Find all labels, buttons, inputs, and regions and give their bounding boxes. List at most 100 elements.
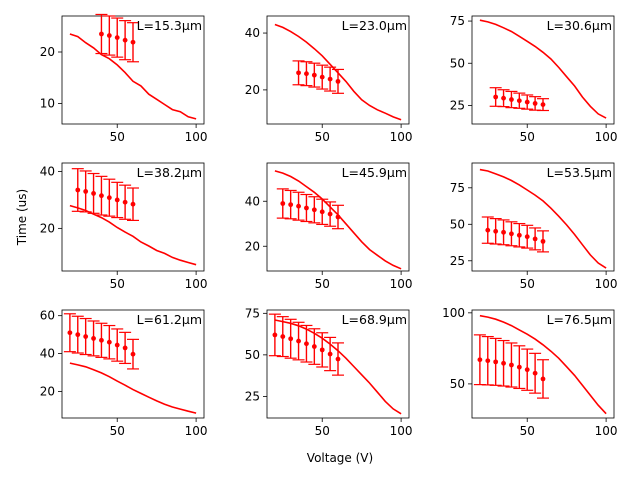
- data-point: [122, 345, 128, 351]
- x-tick-label: 100: [595, 130, 618, 144]
- data-point: [99, 337, 104, 343]
- data-point: [532, 236, 538, 242]
- data-point: [477, 357, 483, 363]
- y-tick-label: 20: [40, 221, 55, 235]
- y-axis-label: Time (us): [15, 189, 29, 246]
- data-point: [67, 330, 73, 336]
- data-point: [516, 364, 522, 370]
- y-tick-label: 10: [40, 96, 55, 110]
- data-point: [304, 71, 309, 77]
- subplot-2: 50 100 20 40 L=23.0μm: [245, 15, 413, 144]
- subplot-frame: [471, 309, 615, 419]
- x-tick-label: 50: [315, 277, 330, 291]
- data-point: [532, 101, 538, 106]
- y-tick-label: 40: [245, 26, 260, 40]
- data-point: [114, 197, 120, 203]
- subplot-frame: [61, 162, 205, 272]
- subplot-frame: [61, 15, 205, 125]
- subplot-frame: [61, 309, 205, 419]
- subplot-6: 50 100 25 50 75 L=53.5μm: [450, 162, 618, 291]
- data-point: [288, 202, 294, 208]
- data-point: [311, 207, 317, 213]
- data-point: [130, 201, 136, 207]
- subplot-3: 50 100 25 50 75 L=30.6μm: [450, 14, 618, 144]
- x-tick-label: 50: [110, 277, 125, 291]
- y-tick-label: 25: [450, 98, 465, 112]
- data-point: [311, 344, 317, 349]
- data-point: [106, 195, 112, 201]
- y-tick-label: 50: [450, 217, 465, 231]
- data-point: [327, 76, 333, 82]
- subplot-4: 50 100 20 40 L=38.2μm: [40, 162, 208, 291]
- subplot-8: 50 100 25 50 75 L=68.9μm: [245, 306, 413, 438]
- x-tick-label: 50: [520, 424, 535, 438]
- data-point: [114, 35, 120, 40]
- x-tick-label: 100: [390, 277, 413, 291]
- y-tick-label: 20: [245, 83, 260, 97]
- subplot-frame: [266, 162, 410, 272]
- data-point: [493, 228, 499, 234]
- data-point: [83, 334, 89, 339]
- data-point: [501, 360, 506, 366]
- data-point: [288, 336, 294, 342]
- data-point: [91, 191, 96, 196]
- data-point: [524, 234, 530, 240]
- data-point: [91, 336, 96, 341]
- subplot-frame: [266, 309, 410, 419]
- data-point: [106, 33, 112, 38]
- data-point: [304, 341, 309, 347]
- x-tick-label: 100: [185, 277, 208, 291]
- y-tick-label: 20: [245, 239, 260, 253]
- data-point: [524, 99, 530, 105]
- panel-label: L=23.0μm: [342, 18, 407, 33]
- data-point: [493, 94, 499, 100]
- data-point: [280, 334, 286, 339]
- data-point: [130, 351, 136, 357]
- x-tick-label: 100: [185, 130, 208, 144]
- data-point: [335, 214, 341, 220]
- data-point: [304, 205, 309, 211]
- panel-label: L=15.3μm: [137, 18, 202, 33]
- data-point: [296, 338, 301, 344]
- data-point: [99, 193, 104, 199]
- data-point: [296, 203, 301, 209]
- x-tick-label: 100: [595, 424, 618, 438]
- x-tick-label: 50: [110, 424, 125, 438]
- y-tick-label: 50: [450, 377, 465, 391]
- data-point: [327, 211, 333, 217]
- y-tick-label: 25: [450, 254, 465, 268]
- panel-label: L=53.5μm: [547, 165, 612, 180]
- panel-label: L=68.9μm: [342, 312, 407, 327]
- y-tick-label: 20: [40, 45, 55, 59]
- y-tick-label: 75: [450, 14, 465, 28]
- x-axis-label: Voltage (V): [307, 451, 373, 465]
- data-point: [83, 189, 89, 194]
- data-point: [485, 358, 491, 364]
- series-line: [479, 314, 607, 415]
- subplot-5: 50 100 20 40 L=45.9μm: [245, 162, 413, 291]
- x-tick-label: 100: [390, 130, 413, 144]
- data-point: [99, 31, 104, 37]
- data-point: [280, 201, 286, 206]
- data-point: [509, 97, 514, 102]
- y-tick-label: 75: [245, 306, 260, 320]
- x-tick-label: 50: [520, 130, 535, 144]
- data-point: [509, 362, 514, 368]
- data-point: [335, 356, 341, 362]
- panel-label: L=76.5μm: [547, 312, 612, 327]
- data-point: [296, 70, 301, 76]
- data-point: [485, 227, 491, 233]
- x-tick-label: 50: [315, 130, 330, 144]
- data-point: [335, 78, 341, 84]
- data-point: [272, 332, 278, 338]
- data-point: [516, 232, 522, 238]
- data-point: [524, 367, 530, 373]
- subplot-frame: [266, 15, 410, 125]
- data-point: [501, 229, 506, 235]
- series-line: [69, 362, 197, 414]
- data-point: [319, 209, 325, 215]
- data-point: [130, 39, 136, 45]
- data-point: [122, 199, 128, 205]
- x-tick-label: 100: [185, 424, 208, 438]
- x-tick-label: 100: [390, 424, 413, 438]
